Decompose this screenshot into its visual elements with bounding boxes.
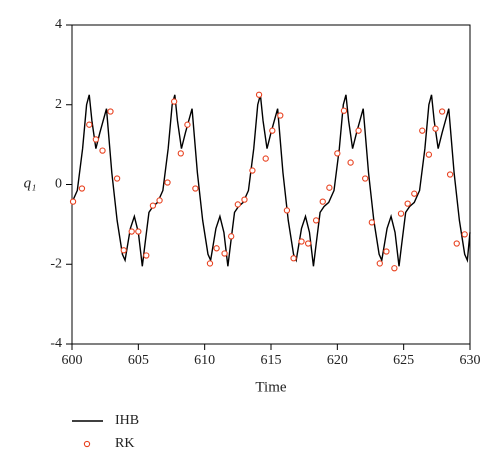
x-tick-label: 600 — [62, 353, 83, 368]
rk-point — [290, 255, 297, 262]
x-tick-label: 615 — [261, 353, 282, 368]
rk-point — [128, 228, 135, 235]
x-tick-label: 625 — [393, 353, 414, 368]
y-tick-label: 4 — [55, 17, 62, 32]
rk-point — [113, 175, 121, 182]
rk-point — [376, 260, 383, 267]
rk-point — [234, 201, 241, 208]
rk-point — [404, 200, 411, 207]
rk-point — [438, 108, 446, 115]
rk-point — [326, 184, 333, 191]
rk-point — [99, 147, 106, 154]
x-tick-label: 630 — [460, 353, 481, 368]
rk-point — [249, 167, 256, 174]
rk-point — [391, 265, 398, 272]
rk-point — [277, 112, 284, 119]
rk-point — [425, 151, 433, 158]
rk-point — [383, 248, 390, 255]
y-tick-label: -4 — [50, 336, 62, 351]
rk-point — [135, 228, 142, 235]
rk-point — [177, 150, 184, 157]
rk-point — [156, 197, 163, 204]
rk-point — [149, 202, 157, 209]
rk-point — [69, 198, 77, 205]
x-axis-label: Time — [255, 379, 286, 395]
rk-point — [432, 125, 439, 132]
legend-marker — [83, 440, 91, 448]
rk-point — [283, 207, 291, 214]
rk-point — [120, 247, 127, 254]
rk-point — [304, 240, 312, 247]
rk-point — [319, 198, 326, 205]
rk-point — [78, 185, 86, 192]
rk-point — [355, 127, 362, 134]
rk-point — [461, 231, 468, 238]
rk-point — [446, 171, 454, 178]
rk-point — [221, 250, 228, 257]
legend-label: IHB — [115, 413, 139, 428]
rk-point — [340, 107, 348, 114]
rk-point — [86, 121, 93, 128]
rk-point — [143, 252, 150, 259]
rk-point — [397, 210, 405, 217]
rk-point — [213, 245, 220, 252]
rk-point — [312, 217, 320, 224]
rk-point — [419, 127, 426, 134]
rk-point — [347, 159, 354, 166]
plot-frame — [71, 24, 471, 345]
rk-point — [334, 150, 341, 157]
rk-point — [164, 179, 171, 186]
rk-point — [411, 190, 418, 197]
ihb-line — [71, 94, 471, 267]
rk-point — [362, 175, 369, 182]
rk-point — [262, 155, 269, 162]
legend-label: RK — [115, 436, 134, 451]
y-tick-label: 0 — [55, 177, 62, 192]
rk-point — [368, 219, 375, 226]
y-axis-label: q₁ — [24, 175, 37, 191]
rk-point — [255, 91, 263, 98]
x-tick-label: 620 — [327, 353, 348, 368]
y-tick-label: -2 — [50, 256, 62, 271]
rk-point — [269, 127, 276, 134]
rk-point — [206, 260, 214, 267]
x-tick-label: 610 — [194, 353, 215, 368]
x-tick-label: 605 — [128, 353, 149, 368]
rk-point — [453, 240, 460, 247]
rk-point — [228, 233, 235, 240]
rk-point — [298, 238, 305, 245]
y-tick-label: 2 — [55, 97, 62, 112]
rk-point — [241, 196, 248, 203]
rk-point — [184, 121, 191, 128]
rk-point — [171, 98, 178, 105]
rk-point — [107, 108, 114, 115]
rk-point — [192, 185, 199, 192]
rk-point — [92, 136, 100, 143]
